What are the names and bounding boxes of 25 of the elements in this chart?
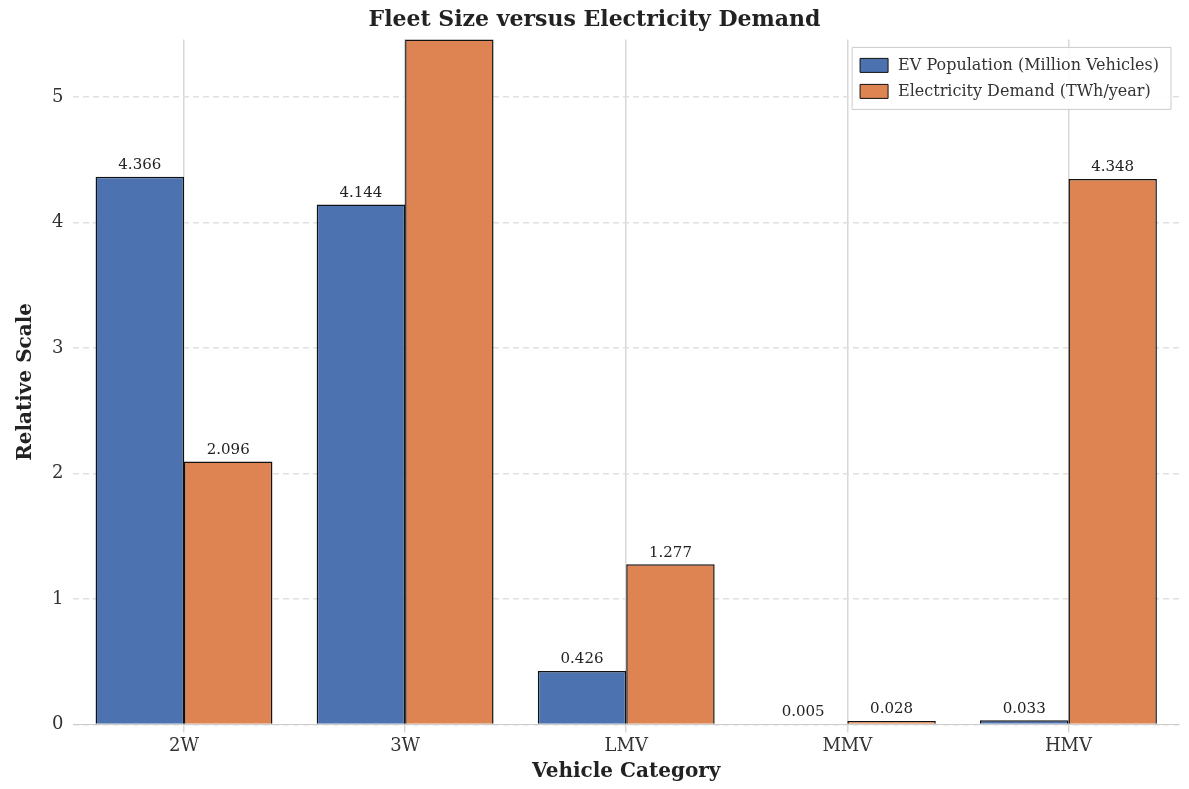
y-tick-label: 3 xyxy=(52,335,64,357)
legend-label: EV Population (Million Vehicles) xyxy=(898,54,1159,74)
x-axis-title: Vehicle Category xyxy=(531,758,722,783)
x-tick-label: HMV xyxy=(1044,733,1093,755)
x-tick-label: 2W xyxy=(169,733,200,755)
y-tick-label: 1 xyxy=(52,586,64,608)
x-tick-label: LMV xyxy=(604,733,649,755)
x-tick-label: 3W xyxy=(390,733,421,755)
data-label: 4.366 xyxy=(118,155,162,174)
data-label: 1.277 xyxy=(648,542,692,561)
y-axis-title: Relative Scale xyxy=(12,302,37,461)
y-tick-label: 2 xyxy=(52,461,64,483)
data-label: 4.348 xyxy=(1091,157,1135,176)
data-label: 0.426 xyxy=(560,649,604,668)
legend-label: Electricity Demand (TWh/year) xyxy=(898,80,1151,100)
data-label: 4.144 xyxy=(339,182,383,201)
y-tick-label: 5 xyxy=(52,84,64,106)
chart-title: Fleet Size versus Electricity Demand xyxy=(368,4,821,31)
data-label: 0.028 xyxy=(870,699,914,718)
data-label: 0.005 xyxy=(781,702,825,721)
y-tick-label: 4 xyxy=(52,210,64,232)
data-label: 2.096 xyxy=(206,439,250,458)
x-tick-label: MMV xyxy=(822,733,874,755)
data-label: 0.033 xyxy=(1002,698,1046,717)
y-tick-label: 0 xyxy=(52,712,64,734)
